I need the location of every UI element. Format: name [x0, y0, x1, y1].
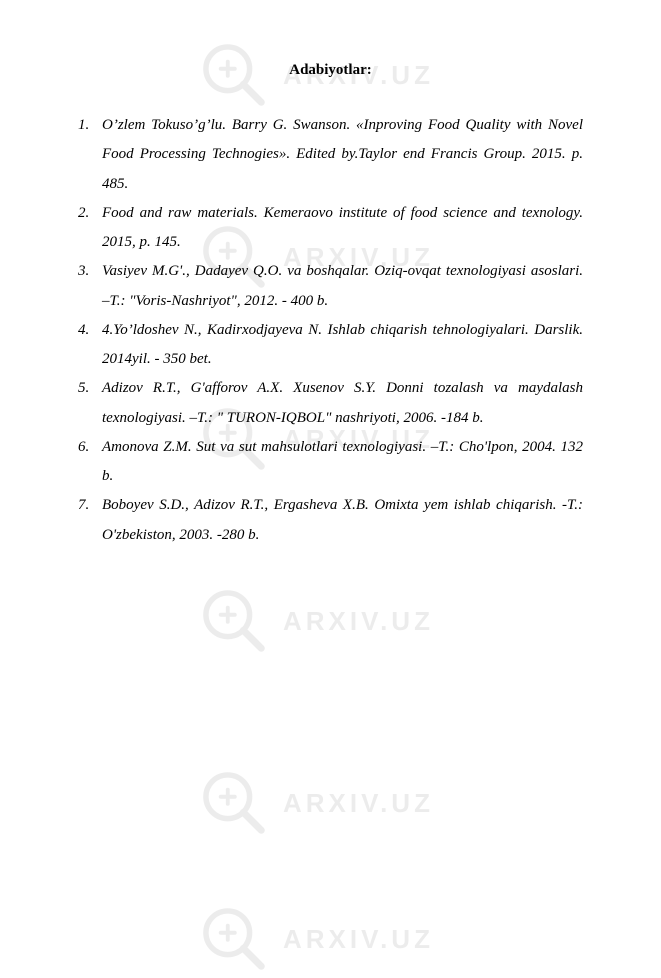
page-content: Adabiyotlar: O’zlem Tokuso’g’lu. Barry G…	[0, 0, 661, 550]
watermark: ARXIV.UZ	[195, 582, 434, 660]
watermark-text: ARXIV.UZ	[283, 606, 434, 637]
watermark-text: ARXIV.UZ	[283, 788, 434, 819]
watermark-text: ARXIV.UZ	[283, 924, 434, 955]
section-heading: Adabiyotlar:	[78, 62, 583, 79]
watermark: ARXIV.UZ	[195, 900, 434, 978]
reference-item: Food and raw materials. Kemeraovo instit…	[78, 199, 583, 258]
reference-item: O’zlem Tokuso’g’lu. Barry G. Swanson. «I…	[78, 111, 583, 199]
reference-item: Boboyev S.D., Adizov R.T., Ergasheva X.B…	[78, 491, 583, 550]
magnifier-icon	[195, 900, 273, 978]
reference-item: Adizov R.T., G'afforov A.X. Xusenov S.Y.…	[78, 374, 583, 433]
reference-item: 4.Yo’ldoshev N., Kadirxodjayeva N. Ishla…	[78, 316, 583, 375]
reference-list: O’zlem Tokuso’g’lu. Barry G. Swanson. «I…	[78, 111, 583, 550]
magnifier-icon	[195, 582, 273, 660]
watermark: ARXIV.UZ	[195, 764, 434, 842]
reference-item: Vasiyev M.G'., Dadayev Q.O. va boshqalar…	[78, 257, 583, 316]
magnifier-icon	[195, 764, 273, 842]
reference-item: Amonova Z.M. Sut va sut mahsulotlari tex…	[78, 433, 583, 492]
